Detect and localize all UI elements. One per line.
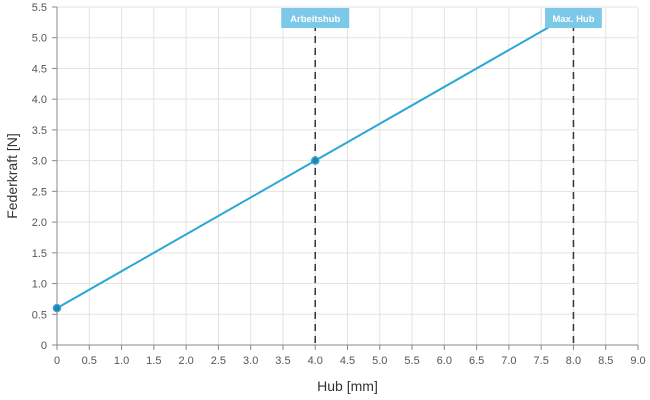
y-tick-label: 5.5 [32, 2, 47, 14]
y-tick-label: 3.5 [32, 125, 47, 137]
axes [52, 6, 639, 350]
y-tick-labels: 0 0.5 1.0 1.5 2.0 2.5 3.0 3.5 4.0 4.5 5.0 5.5 [32, 2, 47, 352]
x-tick-label: 0 [54, 355, 60, 367]
x-tick-label: 1.5 [146, 355, 161, 367]
x-tick-label: 6.5 [469, 355, 484, 367]
y-tick-label: 3.0 [32, 156, 47, 168]
data-point [310, 156, 320, 165]
x-tick-label: 2.0 [178, 355, 193, 367]
x-tick-label: 0.5 [82, 355, 97, 367]
x-tick-label: 4.5 [340, 355, 355, 367]
x-tick-label: 2.5 [211, 355, 226, 367]
x-tick-label: 8.5 [598, 355, 613, 367]
y-tick-label: 2.5 [32, 186, 47, 198]
y-tick-label: 4.5 [32, 63, 47, 75]
y-tick-label: 1.0 [32, 279, 47, 291]
x-axis-title: Hub [mm] [317, 378, 378, 394]
annotation-label-box [281, 8, 350, 28]
y-tick-label: 1.5 [32, 248, 47, 260]
x-tick-label: 5.5 [404, 355, 419, 367]
x-tick-label: 8.0 [566, 355, 581, 367]
y-tick-label: 0 [41, 340, 47, 352]
x-tick-label: 5.0 [372, 355, 387, 367]
x-tick-label: 6.0 [437, 355, 452, 367]
annotation-label-text: Arbeitshub [290, 14, 340, 25]
annotation-lines [314, 24, 575, 345]
y-tick-label: 5.0 [32, 33, 47, 45]
y-tick-label: 0.5 [32, 309, 47, 321]
x-tick-label: 9.0 [630, 355, 645, 367]
annotation-label-text: Max. Hub [552, 14, 594, 25]
annotation-labels: Arbeitshub Max. Hub [281, 8, 602, 28]
x-tick-labels: 0 0.5 1.0 1.5 2.0 2.5 3.0 3.5 4.0 4.5 5.0 5.5 6.0 6.5… [54, 355, 646, 367]
x-tick-label: 1.0 [114, 355, 129, 367]
gridlines [56, 6, 639, 346]
x-tick-label: 3.0 [243, 355, 258, 367]
x-tick-label: 7.0 [501, 355, 516, 367]
x-tick-label: 3.5 [275, 355, 290, 367]
y-tick-label: 2.0 [32, 217, 47, 229]
annotation-label-box [545, 8, 602, 28]
data-point [52, 303, 62, 313]
y-axis-title: Federkraft [N] [4, 133, 20, 219]
x-tick-label: 4.0 [308, 355, 323, 367]
y-tick-label: 4.0 [32, 94, 47, 106]
x-tick-label: 7.5 [534, 355, 549, 367]
